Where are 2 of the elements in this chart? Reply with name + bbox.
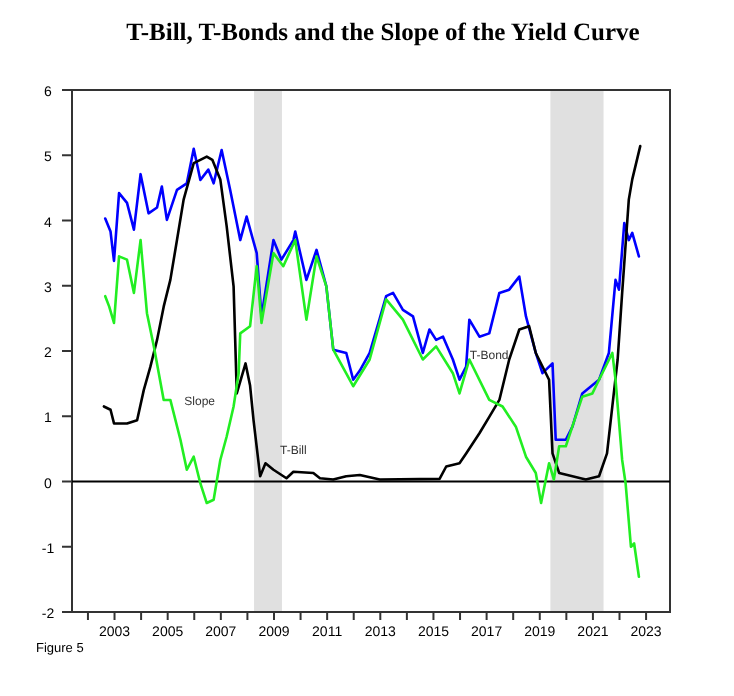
line-series (103, 238, 641, 579)
chart-title: T-Bill, T-Bonds and the Slope of the Yield Curve (126, 18, 641, 46)
